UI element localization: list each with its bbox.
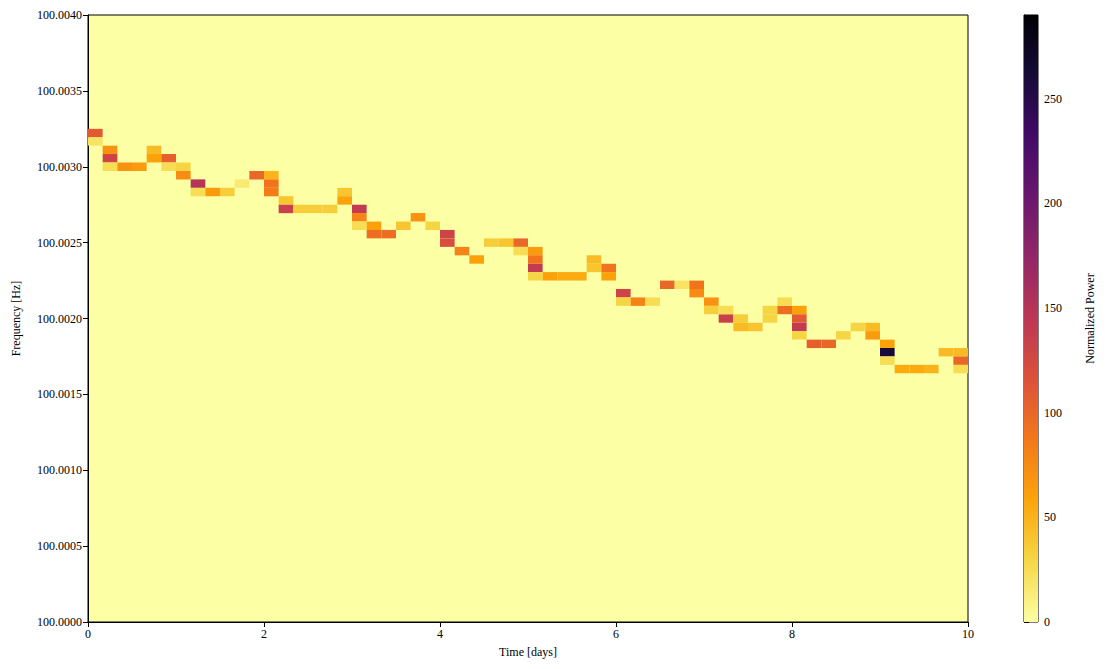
svg-text:250: 250	[1044, 92, 1062, 106]
svg-text:100.0040: 100.0040	[37, 8, 82, 22]
svg-text:Normalized Power: Normalized Power	[1083, 273, 1097, 363]
svg-text:10: 10	[962, 627, 974, 641]
svg-text:50: 50	[1044, 510, 1056, 524]
svg-text:Frequency [Hz]: Frequency [Hz]	[9, 281, 23, 357]
svg-text:0: 0	[1044, 615, 1050, 629]
svg-text:100.0035: 100.0035	[37, 84, 82, 98]
svg-text:4: 4	[437, 627, 443, 641]
svg-text:100.0025: 100.0025	[37, 236, 82, 250]
svg-text:100.0005: 100.0005	[37, 539, 82, 553]
svg-text:150: 150	[1044, 301, 1062, 315]
svg-text:8: 8	[789, 627, 795, 641]
svg-text:0: 0	[85, 627, 91, 641]
svg-text:100.0015: 100.0015	[37, 387, 82, 401]
svg-text:100.0010: 100.0010	[37, 463, 82, 477]
svg-text:100.0030: 100.0030	[37, 160, 82, 174]
svg-text:6: 6	[613, 627, 619, 641]
svg-text:2: 2	[261, 627, 267, 641]
svg-text:100: 100	[1044, 406, 1062, 420]
svg-text:100.0000: 100.0000	[37, 615, 82, 629]
svg-text:100.0020: 100.0020	[37, 312, 82, 326]
svg-text:Time [days]: Time [days]	[499, 645, 557, 659]
svg-text:200: 200	[1044, 196, 1062, 210]
